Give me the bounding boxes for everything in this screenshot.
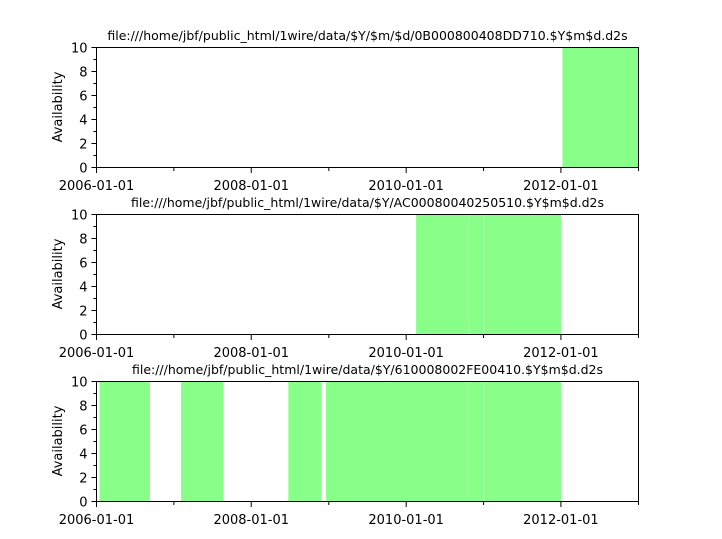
availability-bar	[181, 381, 224, 501]
x-tick-label: 2006-01-01	[59, 346, 135, 361]
y-tick-label: 4	[79, 114, 87, 129]
availability-bar	[469, 381, 485, 501]
chart-title: file:///home/jbf/public_html/1wire/data/…	[132, 362, 603, 377]
plot-frame	[96, 47, 639, 168]
y-tick-label: 4	[79, 281, 87, 296]
y-axis-label: Availability	[51, 405, 66, 476]
y-tick-label: 8	[79, 66, 87, 81]
y-tick-label: 10	[71, 376, 88, 391]
x-tick-label: 2008-01-01	[213, 346, 289, 361]
x-tick-label: 2006-01-01	[59, 513, 135, 528]
availability-bar	[484, 381, 561, 501]
availability-bar	[288, 381, 321, 501]
availability-bar	[389, 381, 470, 501]
y-tick-label: 10	[71, 209, 88, 224]
y-tick-label: 6	[79, 257, 87, 272]
x-tick-label: 2012-01-01	[523, 513, 599, 528]
chart-panel-2: 0 2 4 6 8 10 2006-01-01 2008-01-01 2010-01-01 201…	[51, 195, 639, 361]
availability-bar	[469, 214, 485, 334]
availability-bar	[99, 381, 150, 501]
chart-panel-1: 0 2 4 6 8 10 2006-01-01 2008-01-01 2010-01-01 201…	[51, 28, 639, 194]
x-tick-label: 2008-01-01	[213, 513, 289, 528]
availability-bar	[416, 214, 470, 334]
availability-bar	[326, 381, 390, 501]
y-tick-label: 0	[79, 329, 87, 344]
y-tick-label: 6	[79, 424, 87, 439]
chart-title: file:///home/jbf/public_html/1wire/data/…	[107, 28, 627, 43]
x-tick-label: 2006-01-01	[59, 179, 135, 194]
y-tick-label: 10	[71, 42, 88, 57]
x-tick-label: 2010-01-01	[368, 346, 444, 361]
y-tick-label: 0	[79, 162, 87, 177]
x-tick-label: 2010-01-01	[368, 513, 444, 528]
y-tick-label: 8	[79, 400, 87, 415]
x-tick-label: 2012-01-01	[523, 179, 599, 194]
y-tick-label: 2	[79, 138, 87, 153]
y-tick-label: 2	[79, 305, 87, 320]
availability-bar	[484, 214, 561, 334]
y-axis-label: Availability	[51, 71, 66, 142]
y-tick-label: 6	[79, 90, 87, 105]
y-tick-label: 0	[79, 496, 87, 511]
y-tick-label: 4	[79, 448, 87, 463]
chart-title: file:///home/jbf/public_html/1wire/data/…	[131, 195, 604, 210]
availability-bar	[562, 47, 639, 167]
x-tick-label: 2008-01-01	[213, 179, 289, 194]
x-tick-label: 2012-01-01	[523, 346, 599, 361]
y-axis-label: Availability	[51, 238, 66, 309]
chart-panel-3: 0 2 4 6 8 10 2006-01-01 2008-01-01 2010-01-01 201…	[51, 362, 639, 528]
y-tick-label: 2	[79, 472, 87, 487]
x-tick-label: 2010-01-01	[368, 179, 444, 194]
y-tick-label: 8	[79, 233, 87, 248]
